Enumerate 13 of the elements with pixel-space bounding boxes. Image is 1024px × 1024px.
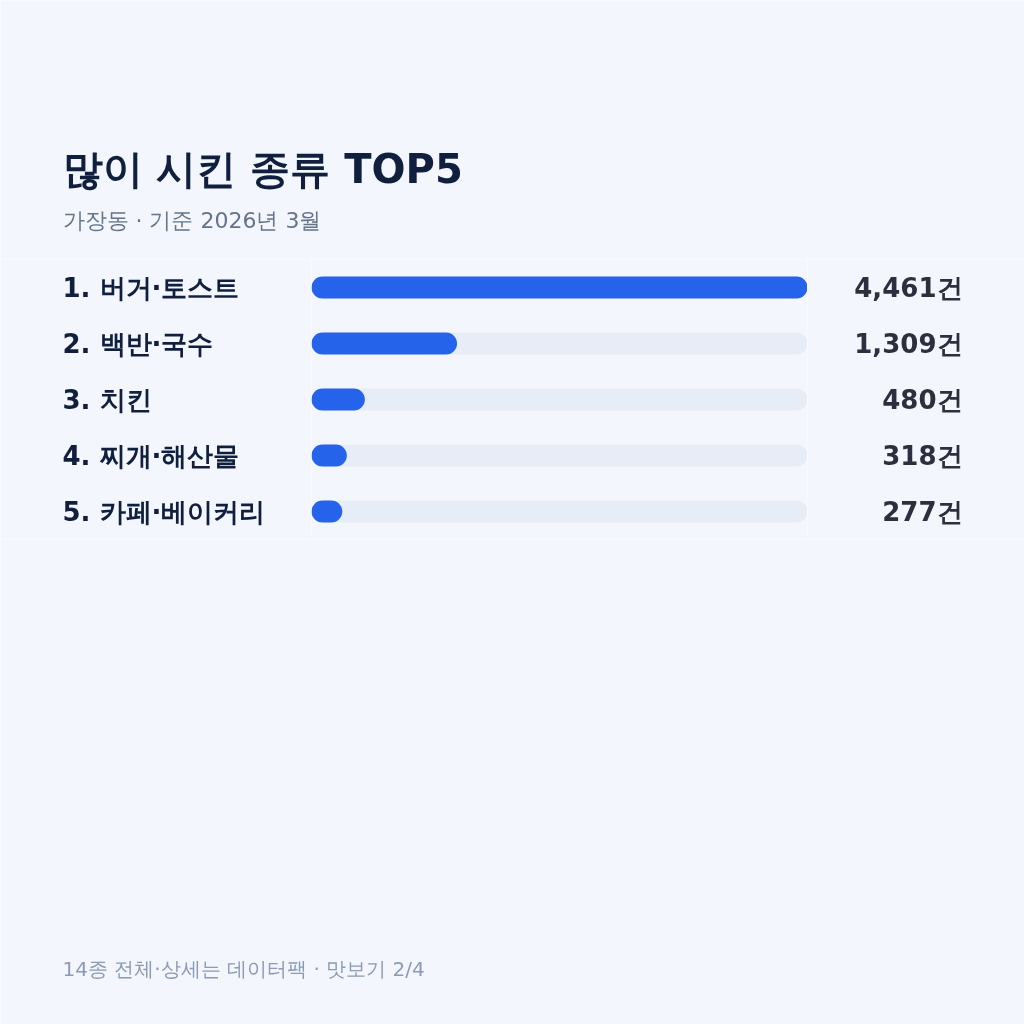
data-label: 1,309건 xyxy=(854,328,963,359)
chart-title: 많이 시킨 종류 TOP5 xyxy=(62,145,463,192)
y-tick-label: 5. 카페·베이커리 xyxy=(62,496,266,527)
data-label: 4,461건 xyxy=(854,272,963,303)
y-tick-label: 1. 버거·토스트 xyxy=(62,272,240,303)
y-tick-label: 4. 찌개·해산물 xyxy=(62,440,240,471)
y-tick-label: 2. 백반·국수 xyxy=(62,328,214,359)
y-tick-label: 3. 치킨 xyxy=(62,384,152,415)
chart-subtitle: 가장동 · 기준 2026년 3월 xyxy=(62,208,322,233)
text: 14종 전체·상세는 데이터팩 · 맛보기 2/4 xyxy=(62,956,425,981)
data-label: 318건 xyxy=(882,440,963,471)
data-label: 277건 xyxy=(882,496,963,527)
data-label: 480건 xyxy=(882,384,963,415)
